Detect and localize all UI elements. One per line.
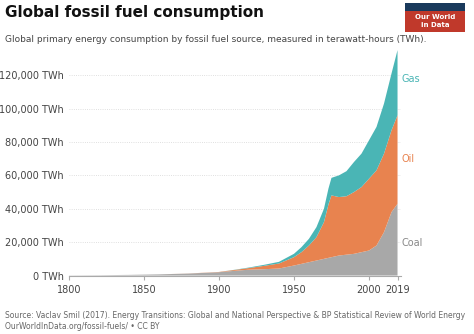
Text: Our World
in Data: Our World in Data (415, 14, 455, 28)
Text: Coal: Coal (401, 238, 423, 248)
Text: Oil: Oil (401, 155, 415, 164)
Text: Global fossil fuel consumption: Global fossil fuel consumption (5, 5, 264, 20)
Text: Global primary energy consumption by fossil fuel source, measured in terawatt-ho: Global primary energy consumption by fos… (5, 35, 426, 44)
Text: Gas: Gas (401, 74, 420, 85)
Text: Source: Vaclav Smil (2017). Energy Transitions: Global and National Perspective : Source: Vaclav Smil (2017). Energy Trans… (5, 311, 465, 331)
